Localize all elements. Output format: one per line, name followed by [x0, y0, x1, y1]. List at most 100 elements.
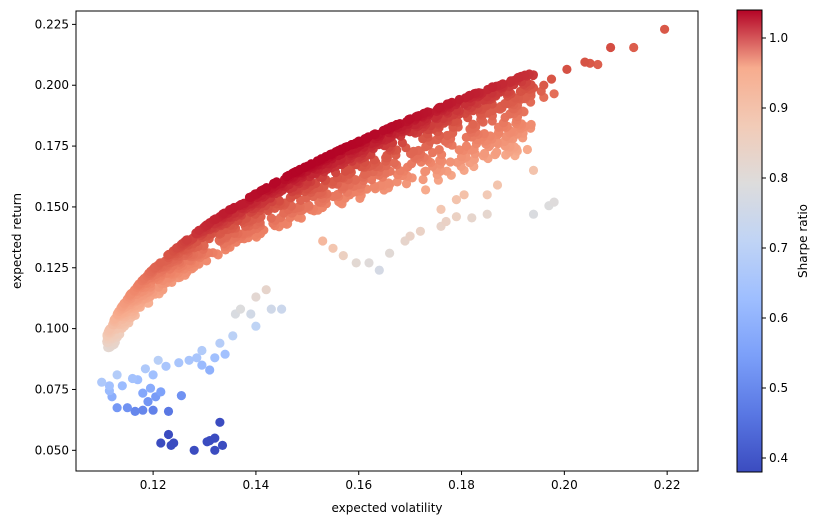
scatter-point: [153, 355, 163, 365]
scatter-point: [442, 130, 452, 141]
scatter-point: [176, 391, 186, 401]
scatter-point: [143, 397, 153, 407]
scatter-point: [140, 364, 150, 374]
scatter-point: [236, 199, 246, 210]
scatter-point: [192, 353, 202, 363]
scatter-point: [246, 309, 256, 319]
scatter-point: [138, 405, 148, 415]
scatter-point: [215, 338, 225, 348]
x-axis-ticks: 0.12 0.14 0.16 0.18 0.20 0.22: [140, 471, 681, 492]
scatter-point: [480, 148, 490, 158]
scatter-point: [451, 212, 461, 222]
scatter-point: [163, 429, 174, 440]
scatter-point: [549, 197, 559, 207]
scatter-point: [169, 438, 179, 448]
scatter-point: [210, 353, 220, 363]
x-tick-label: 0.16: [345, 478, 372, 492]
scatter-point: [363, 132, 373, 142]
scatter-point: [482, 190, 492, 200]
x-tick-label: 0.22: [654, 478, 681, 492]
y-tick-label: 0.225: [35, 17, 69, 31]
scatter-point: [210, 445, 220, 455]
scatter-point: [122, 403, 132, 413]
scatter-point: [580, 57, 590, 67]
scatter-point: [467, 213, 477, 223]
x-tick-label: 0.18: [448, 478, 475, 492]
scatter-point: [112, 403, 122, 413]
colorbar-tick-label: 1.0: [769, 31, 788, 45]
y-tick-label: 0.125: [35, 261, 69, 275]
scatter-point: [197, 360, 207, 370]
y-tick-label: 0.100: [35, 322, 69, 336]
plot-frame: [75, 10, 699, 472]
scatter-point: [461, 141, 471, 151]
scatter-point: [421, 185, 431, 195]
scatter-point: [316, 154, 326, 164]
scatter-point: [350, 175, 361, 185]
scatter-point: [359, 169, 370, 179]
scatter-point: [436, 204, 446, 214]
scatter-point: [251, 321, 261, 331]
scatter-point: [451, 195, 461, 205]
scatter-point: [378, 125, 388, 136]
colorbar-gradient: [736, 9, 763, 473]
scatter-point: [492, 147, 502, 157]
scatter-point: [487, 82, 497, 92]
scatter-point: [418, 174, 428, 185]
scatter-point: [130, 406, 140, 416]
y-tick-label: 0.075: [35, 382, 69, 396]
scatter-point: [528, 209, 539, 219]
scatter-point: [155, 258, 165, 268]
scatter-point: [161, 361, 171, 371]
scatter-point: [660, 24, 670, 34]
scatter-point: [528, 165, 539, 175]
colorbar-tick-label: 0.8: [769, 171, 788, 185]
scatter-point: [304, 200, 314, 210]
scatter-point: [306, 159, 316, 169]
scatter-point: [465, 90, 475, 100]
scatter-point: [468, 119, 478, 129]
scatter-point: [328, 243, 338, 253]
scatter-point: [513, 73, 523, 83]
scatter-point: [338, 251, 348, 261]
scatter-point: [506, 76, 516, 86]
scatter-point: [442, 99, 452, 109]
scatter-point: [181, 235, 192, 245]
scatter-point: [189, 445, 199, 455]
scatter-point: [404, 114, 414, 124]
scatter-point: [435, 102, 445, 112]
scatter-point: [522, 144, 533, 155]
scatter-point: [228, 331, 238, 341]
colorbar-tick-label: 0.6: [769, 311, 788, 325]
scatter-point: [127, 373, 138, 384]
x-tick-label: 0.20: [551, 478, 578, 492]
scatter-point: [138, 388, 148, 398]
scatter-point: [266, 213, 276, 223]
y-tick-label: 0.150: [35, 200, 69, 214]
scatter-point: [482, 209, 492, 219]
plot-area: 0.12 0.14 0.16 0.18 0.20 0.22 0.050 0.075 0.100…: [10, 10, 699, 515]
scatter-point: [148, 370, 158, 380]
scatter-point: [266, 304, 276, 314]
scatter-point: [405, 231, 415, 241]
colorbar: 0.4 0.5 0.6 0.7 0.8 0.9 1.0 Sharpe ratio: [736, 9, 810, 473]
scatter-point: [606, 42, 616, 53]
scatter-point: [434, 145, 444, 155]
x-axis-label: expected volatility: [331, 501, 442, 515]
scatter-point: [421, 166, 431, 176]
scatter-point: [562, 64, 572, 74]
scatter-point: [104, 381, 114, 391]
scatter-point: [156, 387, 166, 397]
scatter-point: [549, 89, 559, 99]
x-tick-label: 0.14: [243, 478, 270, 492]
scatter-point: [220, 349, 230, 359]
scatter-point: [272, 177, 282, 187]
scatter-point: [174, 358, 184, 368]
scatter-point: [354, 136, 364, 146]
y-axis-label: expected return: [10, 193, 24, 289]
scatter-point: [385, 248, 395, 258]
scatter-point: [197, 345, 207, 356]
scatter-point: [454, 94, 464, 105]
scatter-point: [392, 177, 402, 187]
